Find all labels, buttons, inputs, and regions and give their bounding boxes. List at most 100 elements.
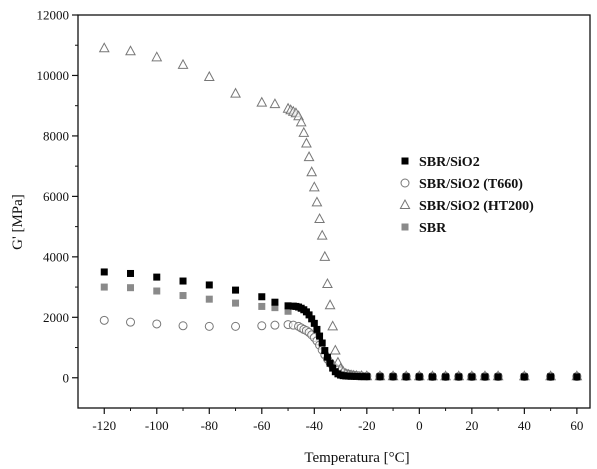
data-point xyxy=(547,373,555,381)
data-point xyxy=(313,325,321,333)
legend-label: SBR/SiO2 (T660) xyxy=(419,177,523,192)
y-tick-label: 8000 xyxy=(43,128,69,143)
data-point xyxy=(284,307,292,315)
data-point xyxy=(271,298,279,306)
data-point xyxy=(152,319,162,329)
data-point xyxy=(231,321,241,331)
data-point xyxy=(153,287,161,295)
data-point xyxy=(232,286,240,294)
x-tick-label: 40 xyxy=(518,418,531,433)
data-point xyxy=(127,269,135,277)
data-point xyxy=(520,373,528,381)
data-point xyxy=(314,213,325,224)
x-tick-label: 20 xyxy=(465,418,478,433)
data-point xyxy=(270,320,280,330)
data-point xyxy=(230,87,241,98)
y-tick-label: 6000 xyxy=(43,189,69,204)
data-point xyxy=(347,372,355,380)
series-3 xyxy=(100,283,292,315)
data-point xyxy=(324,299,336,310)
data-point xyxy=(321,278,333,289)
series-0 xyxy=(100,268,581,381)
data-point xyxy=(305,311,313,319)
data-point xyxy=(321,347,329,355)
data-point xyxy=(232,299,240,307)
plot-border xyxy=(77,14,591,409)
data-point xyxy=(481,373,489,381)
data-point xyxy=(316,229,328,240)
y-axis: 0 2000 4000 6000 8000 10000 12000 xyxy=(37,8,78,385)
data-point xyxy=(329,344,341,355)
x-tick-label: -40 xyxy=(306,418,323,433)
x-tick-label: -20 xyxy=(358,418,375,433)
data-marks xyxy=(98,42,583,382)
data-point xyxy=(428,373,436,381)
data-point xyxy=(205,295,213,303)
y-tick-label: 12000 xyxy=(37,8,70,23)
y-tick-label: 4000 xyxy=(43,249,69,264)
data-point xyxy=(258,302,266,310)
y-tick-label: 10000 xyxy=(37,68,70,83)
x-axis: -120 -100 -80 -60 -40 -20 0 20 40 60 xyxy=(92,408,583,433)
y-tick-label: 0 xyxy=(63,370,70,385)
data-point xyxy=(352,372,360,380)
legend-label: SBR/SiO2 xyxy=(419,155,480,170)
data-point xyxy=(442,373,450,381)
data-point xyxy=(178,321,188,331)
data-point xyxy=(306,166,318,177)
data-point xyxy=(204,321,214,331)
data-point xyxy=(376,373,384,381)
data-point xyxy=(298,126,310,137)
data-point xyxy=(300,137,312,148)
x-tick-label: -120 xyxy=(92,418,116,433)
data-point xyxy=(257,321,267,331)
data-point xyxy=(256,96,268,107)
legend-label: SBR xyxy=(419,221,447,236)
data-point xyxy=(98,42,110,53)
data-point xyxy=(127,284,135,292)
data-point xyxy=(269,98,281,109)
data-point xyxy=(284,302,292,310)
data-point xyxy=(258,293,266,301)
data-point xyxy=(295,116,307,127)
x-tick-label: -80 xyxy=(201,418,218,433)
data-point xyxy=(389,373,397,381)
data-point xyxy=(151,51,163,62)
data-point xyxy=(125,45,136,56)
data-point xyxy=(271,304,279,312)
data-point xyxy=(455,373,463,381)
x-axis-title: Temperatura [°C] xyxy=(304,450,409,466)
data-point xyxy=(468,373,476,381)
data-point xyxy=(402,373,410,381)
data-point xyxy=(179,292,187,300)
data-point xyxy=(303,151,315,162)
data-point xyxy=(319,250,331,261)
plot-frame xyxy=(77,14,591,409)
data-point xyxy=(494,373,502,381)
data-point xyxy=(318,339,326,347)
data-point xyxy=(179,277,187,285)
data-point xyxy=(310,319,318,327)
data-point xyxy=(323,353,331,361)
data-point xyxy=(205,281,213,289)
data-point xyxy=(99,315,109,325)
data-point xyxy=(358,373,366,381)
legend-marker xyxy=(400,178,410,188)
legend-marker xyxy=(401,223,409,231)
data-point xyxy=(415,373,423,381)
data-point xyxy=(203,70,215,81)
x-tick-label: 60 xyxy=(570,418,583,433)
y-tick-label: 2000 xyxy=(43,310,69,325)
data-point xyxy=(100,268,108,276)
x-tick-label: -60 xyxy=(253,418,270,433)
legend-label: SBR/SiO2 (HT200) xyxy=(419,199,534,214)
legend-marker xyxy=(401,157,409,165)
x-tick-label: 0 xyxy=(416,418,423,433)
data-point xyxy=(311,196,323,207)
data-point xyxy=(308,315,316,323)
legend-marker xyxy=(399,198,411,209)
data-point xyxy=(329,364,337,372)
data-point xyxy=(153,273,161,281)
x-tick-label: -100 xyxy=(145,418,169,433)
